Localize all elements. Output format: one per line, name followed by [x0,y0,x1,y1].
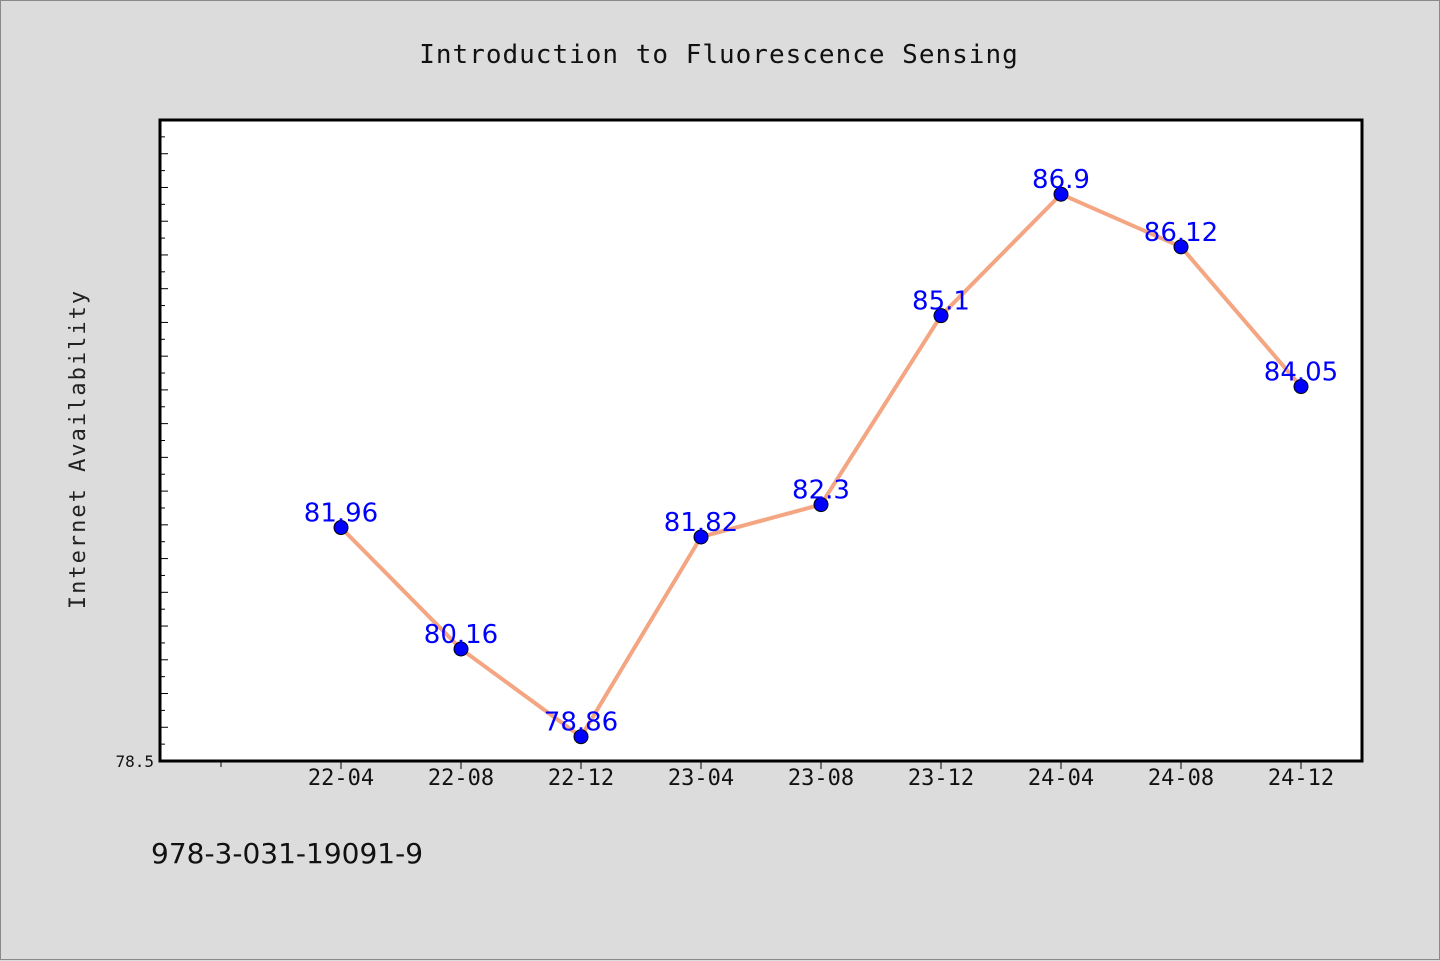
data-label: 85.1 [912,287,970,317]
y-axis-label: Internet Availability [66,289,91,609]
data-point [693,529,709,545]
data-label: 81.82 [664,508,738,538]
data-labels-group: 81.96 80.16 78.86 81.82 82.3 85.1 86.9 86.12 84.… [304,165,1338,737]
x-tick-label: 24-08 [1148,766,1214,791]
isbn-footer: 978-3-031-19091-9 [151,837,423,870]
x-tick-label: 24-12 [1268,766,1334,791]
x-tick-label: 22-04 [308,766,374,791]
x-tick-label: 23-08 [788,766,854,791]
x-tick-label: 24-04 [1028,766,1094,791]
x-tick-label: 23-04 [668,766,734,791]
data-point [933,308,949,324]
data-point [333,520,349,536]
y-tick-label: 78.5 [115,752,154,771]
x-tick-label: 23-12 [908,766,974,791]
markers-group [333,186,1309,745]
y-axis-ticks: 78.5 [115,136,168,771]
data-point [1173,239,1189,255]
data-label: 86.12 [1144,218,1218,248]
data-point [573,729,589,745]
data-label: 81.96 [304,499,378,529]
data-label: 84.05 [1264,358,1338,388]
data-point [1053,186,1069,202]
chart-title: Introduction to Fluorescence Sensing [419,40,1019,70]
data-point [453,641,469,657]
x-tick-label: 22-12 [548,766,614,791]
plot-area [158,118,1364,763]
data-label: 80.16 [424,620,498,650]
data-label: 82.3 [792,476,850,506]
data-label: 78.86 [544,708,618,738]
data-label: 86.9 [1032,165,1090,195]
x-axis-ticks: 22-04 22-08 22-12 23-04 23-08 23-12 24-04 24-08… [220,761,1334,791]
data-point [1293,379,1309,395]
data-point [813,497,829,513]
x-tick-label: 22-08 [428,766,494,791]
